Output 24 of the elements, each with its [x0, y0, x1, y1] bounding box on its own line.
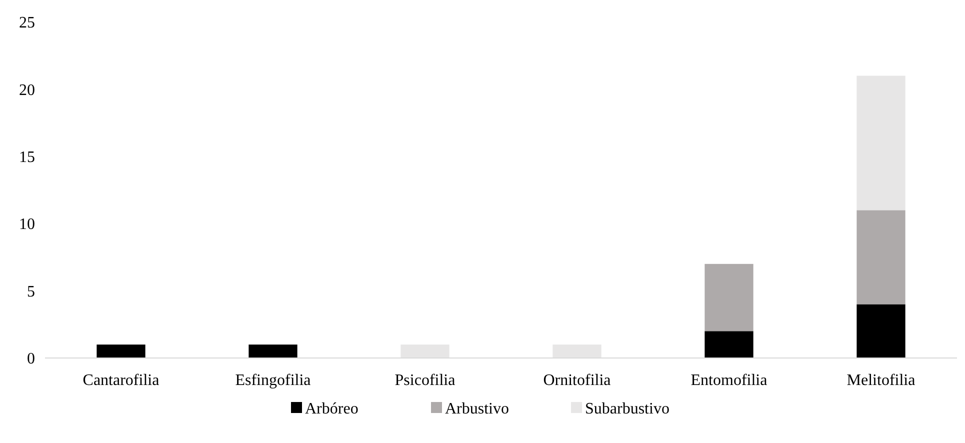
- y-tick-label: 5: [27, 283, 35, 300]
- x-tick-label: Cantarofilia: [82, 372, 160, 389]
- y-tick-label: 15: [19, 149, 35, 166]
- legend-label: Arbustivo: [445, 400, 509, 418]
- bar: [856, 304, 906, 358]
- bar: [704, 264, 754, 332]
- y-tick-label: 0: [27, 350, 35, 368]
- y-tick-label: 25: [19, 14, 35, 32]
- bar: [96, 344, 146, 358]
- bar: [704, 331, 754, 358]
- x-tick-label: Melitofilia: [846, 372, 916, 389]
- bar: [552, 344, 602, 358]
- x-tick-label: Psicofilia: [394, 372, 456, 389]
- x-tick-label: Ornitofilia: [543, 372, 611, 389]
- x-tick-label: Entomofilia: [690, 372, 768, 389]
- bar: [248, 344, 298, 358]
- bar: [856, 76, 906, 210]
- bar: [400, 344, 450, 358]
- x-tick-label: Esfingofilia: [235, 372, 311, 389]
- bar: [856, 210, 906, 304]
- y-tick-label: 20: [19, 82, 35, 99]
- legend-label: Arbóreo: [305, 400, 358, 418]
- legend-label: Subarbustivo: [585, 400, 670, 418]
- y-tick-label: 10: [19, 216, 35, 234]
